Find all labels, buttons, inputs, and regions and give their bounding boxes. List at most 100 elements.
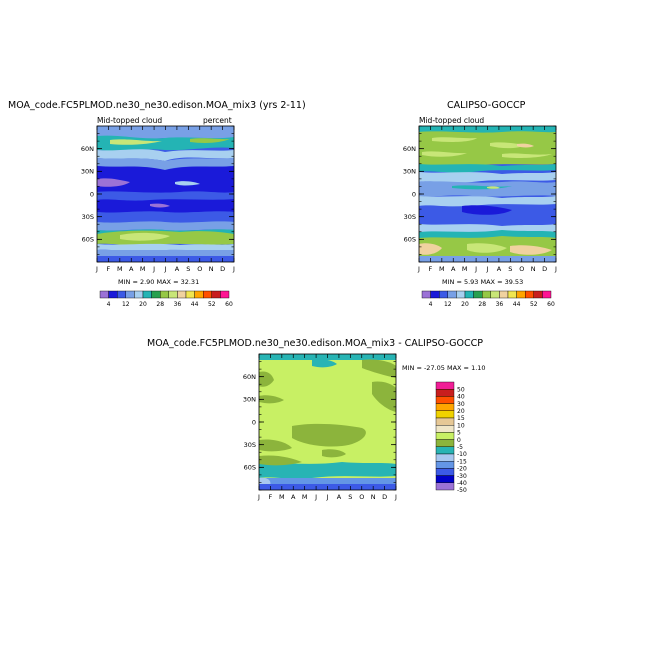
colorbar-swatch	[435, 468, 455, 476]
colorbar-swatch	[108, 290, 118, 299]
colorbar-swatch	[159, 290, 169, 299]
colorbar-swatch	[481, 290, 491, 299]
colorbar-swatch	[435, 453, 455, 462]
y-tick-label: 30N	[81, 168, 94, 176]
colorbar-label: 28	[156, 301, 164, 308]
colorbar-label: 20	[457, 408, 465, 415]
colorbar-label: -5	[457, 444, 463, 451]
y-tick-label: 60N	[403, 145, 416, 153]
x-tick-label: J	[474, 265, 477, 273]
colorbar-swatch	[456, 290, 466, 299]
panel1-colorbar: 4 12 20 28 36 44 52 60	[99, 290, 233, 308]
y-tick-label: 60S	[404, 236, 416, 244]
x-tick-label: M	[302, 493, 308, 501]
x-tick-label: S	[186, 265, 190, 273]
x-tick-label: M	[279, 493, 285, 501]
colorbar-label: 20	[139, 301, 147, 308]
colorbar-label: 5	[457, 430, 461, 437]
panel2-contours	[419, 126, 556, 262]
colorbar-label: 44	[513, 301, 521, 308]
panel1-title: MOA_code.FC5PLMOD.ne30_ne30.edison.MOA_m…	[8, 100, 306, 111]
y-tick-label: 60S	[244, 464, 256, 472]
panel2-colorbar: 4 12 20 28 36 44 52 60	[421, 290, 555, 308]
x-tick-label: F	[429, 265, 433, 273]
colorbar-label: 20	[461, 301, 469, 308]
colorbar-swatch	[435, 425, 455, 433]
x-tick-label: N	[531, 265, 536, 273]
colorbar-swatch	[202, 290, 212, 299]
colorbar-label: 52	[208, 301, 216, 308]
y-tick-label: 60N	[81, 145, 94, 153]
panel3-contours	[259, 354, 396, 490]
colorbar-swatch	[151, 290, 161, 299]
x-tick-label: J	[164, 265, 167, 273]
colorbar-label: -50	[457, 487, 467, 494]
colorbar-label: -15	[457, 458, 467, 465]
colorbar-label: 52	[530, 301, 538, 308]
y-tick-label: 30S	[82, 213, 94, 221]
x-tick-label: A	[451, 265, 456, 273]
colorbar-swatch	[464, 290, 474, 299]
colorbar-label: 10	[457, 422, 465, 429]
colorbar-swatch	[134, 290, 144, 299]
x-tick-label: O	[359, 493, 364, 501]
colorbar-swatch	[168, 290, 178, 299]
x-tick-label: M	[140, 265, 146, 273]
x-tick-label: M	[439, 265, 445, 273]
y-tick-label: 60S	[82, 236, 94, 244]
colorbar-swatch	[447, 290, 457, 299]
y-tick-label: 0	[252, 418, 256, 426]
colorbar-label: 60	[547, 301, 555, 308]
panel2-left-label: Mid-topped cloud	[419, 116, 485, 125]
colorbar-label: 4	[429, 301, 433, 308]
colorbar-swatch	[211, 290, 221, 299]
x-tick-label: D	[542, 265, 547, 273]
colorbar-label: 36	[496, 301, 504, 308]
colorbar-label: 12	[122, 301, 130, 308]
colorbar-swatch	[542, 290, 552, 299]
colorbar-swatch	[421, 290, 431, 299]
colorbar-swatch	[499, 290, 509, 299]
colorbar-swatch	[142, 290, 152, 299]
colorbar-swatch	[435, 396, 455, 404]
colorbar-label: 40	[457, 394, 465, 401]
colorbar-swatch	[524, 290, 534, 299]
colorbar-swatch	[220, 290, 230, 299]
colorbar-swatch	[435, 381, 455, 390]
x-tick-label: A	[291, 493, 296, 501]
colorbar-swatch	[435, 432, 455, 440]
colorbar-swatch	[473, 290, 483, 299]
panel1-left-label: Mid-topped cloud	[97, 116, 163, 125]
colorbar-swatch	[507, 290, 517, 299]
x-tick-label: J	[417, 265, 420, 273]
colorbar-label: 44	[191, 301, 199, 308]
x-tick-label: J	[95, 265, 98, 273]
x-tick-label: J	[152, 265, 155, 273]
panel2-title: CALIPSO-GOCCP	[447, 100, 526, 111]
colorbar-label: -40	[457, 480, 467, 487]
colorbar-swatch	[435, 482, 455, 491]
x-tick-label: J	[326, 493, 329, 501]
x-tick-label: J	[486, 265, 489, 273]
y-tick-label: 30S	[404, 213, 416, 221]
colorbar-label: 30	[457, 401, 465, 408]
colorbar-swatch	[194, 290, 204, 299]
colorbar-label: 15	[457, 415, 465, 422]
colorbar-swatch	[490, 290, 500, 299]
colorbar-swatch	[435, 410, 455, 419]
x-tick-label: J	[232, 265, 235, 273]
colorbar-swatch	[435, 388, 455, 397]
x-tick-label: A	[497, 265, 502, 273]
colorbar-swatch	[117, 290, 127, 299]
x-tick-label: J	[257, 493, 260, 501]
y-tick-label: 0	[412, 190, 416, 198]
panel2-minmax: MIN = 5.93 MAX = 39.53	[442, 278, 524, 286]
x-tick-label: M	[462, 265, 468, 273]
x-tick-label: M	[117, 265, 123, 273]
colorbar-swatch	[516, 290, 526, 299]
